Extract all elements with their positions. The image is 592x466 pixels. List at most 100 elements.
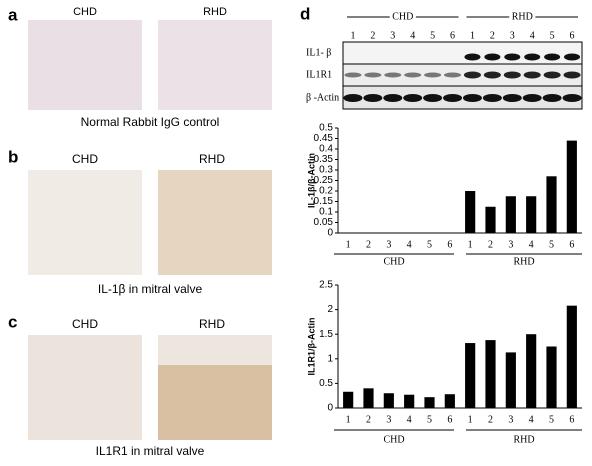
blot-band [542, 94, 562, 102]
micrograph [158, 20, 272, 110]
blot-band [502, 94, 522, 102]
lane-label: 3 [390, 30, 395, 41]
panel-label: b [8, 147, 18, 166]
image-label: CHD [72, 317, 98, 331]
micrograph [28, 20, 142, 110]
blot-row [342, 85, 583, 110]
lane-label: 2 [370, 30, 375, 41]
x-tick-label: 6 [569, 239, 574, 250]
lane-label: 3 [510, 30, 515, 41]
x-tick-label: 4 [407, 414, 412, 425]
group-label: CHD [392, 11, 413, 22]
lane-label: 1 [470, 30, 475, 41]
micrograph [158, 170, 272, 275]
group-label: RHD [512, 11, 533, 22]
blot-band [343, 94, 363, 102]
y-tick-label: 1.5 [319, 329, 333, 340]
bar [505, 352, 516, 408]
group-label: RHD [513, 256, 534, 267]
lane-label: 5 [430, 30, 435, 41]
x-tick-label: 3 [508, 414, 513, 425]
lane-label: 5 [550, 30, 555, 41]
caption: Normal Rabbit IgG control [81, 115, 220, 129]
bar [546, 346, 557, 408]
x-tick-label: 5 [427, 414, 432, 425]
caption: IL-1β in mitral valve [98, 282, 203, 296]
lane-label: 6 [450, 30, 455, 41]
bar [485, 340, 496, 408]
y-tick-label: 0 [327, 228, 333, 239]
x-tick-label: 2 [366, 239, 371, 250]
blot-band [383, 94, 403, 102]
image-label: CHD [73, 6, 97, 18]
image-label: RHD [199, 317, 225, 331]
blot-band [462, 94, 482, 102]
blot-band [424, 72, 442, 78]
blot-band [562, 94, 582, 102]
blot-band [364, 72, 382, 78]
blot-band [463, 71, 481, 79]
group-label: RHD [513, 434, 534, 445]
x-tick-label: 5 [549, 414, 554, 425]
blot-row-label: IL1- β [306, 47, 331, 58]
x-tick-label: 3 [386, 239, 391, 250]
y-tick-label: 0.45 [314, 133, 334, 144]
y-tick-label: 0.25 [314, 175, 334, 186]
blot-band [563, 71, 581, 79]
x-tick-label: 5 [427, 239, 432, 250]
panel-label: a [8, 5, 18, 24]
lane-label: 4 [530, 30, 535, 41]
panel-label: d [300, 4, 310, 23]
group-label: CHD [383, 434, 404, 445]
micrograph [28, 335, 142, 440]
blot-row-label: β -Actin [306, 92, 339, 103]
x-tick-label: 5 [549, 239, 554, 250]
blot-band [543, 71, 561, 79]
blot-band [523, 71, 541, 79]
lane-label: 2 [490, 30, 495, 41]
panel-label: c [8, 312, 17, 331]
y-tick-label: 0.3 [319, 165, 333, 176]
blot-band [403, 94, 423, 102]
x-tick-label: 4 [529, 414, 534, 425]
y-tick-label: 2.5 [319, 280, 333, 291]
y-axis-label: IL-1β/β-Actin [306, 153, 316, 208]
x-tick-label: 1 [468, 239, 473, 250]
x-tick-label: 2 [366, 414, 371, 425]
y-tick-label: 0.5 [319, 123, 333, 134]
image-label: RHD [199, 152, 225, 166]
y-tick-label: 0.35 [314, 154, 334, 165]
bar [526, 334, 537, 408]
group-label: CHD [383, 256, 404, 267]
blot-row [342, 41, 583, 65]
x-tick-label: 6 [447, 239, 452, 250]
blot-band [544, 53, 561, 61]
lane-label: 6 [570, 30, 575, 41]
lane-label: 1 [350, 30, 355, 41]
bar [526, 196, 537, 233]
bar [566, 140, 577, 233]
y-tick-label: 0.15 [314, 196, 334, 207]
bar [383, 393, 394, 408]
micrograph-region [158, 335, 272, 365]
blot-band [363, 94, 383, 102]
blot-band [484, 53, 501, 61]
blot-row-label: IL1R1 [306, 69, 332, 80]
micrograph [28, 170, 142, 275]
y-tick-label: 0 [327, 403, 333, 414]
blot-band [443, 94, 463, 102]
blot-band [522, 94, 542, 102]
y-tick-label: 0.2 [319, 186, 333, 197]
x-tick-label: 6 [447, 414, 452, 425]
blot-band [564, 53, 581, 61]
blot-band [344, 72, 362, 78]
image-label: CHD [72, 152, 98, 166]
y-tick-label: 0.1 [319, 207, 333, 218]
blot-band [504, 53, 521, 61]
x-tick-label: 4 [529, 239, 534, 250]
blot-band [404, 72, 422, 78]
x-tick-label: 3 [508, 239, 513, 250]
y-tick-label: 0.4 [319, 144, 333, 155]
blot-band [464, 53, 481, 61]
